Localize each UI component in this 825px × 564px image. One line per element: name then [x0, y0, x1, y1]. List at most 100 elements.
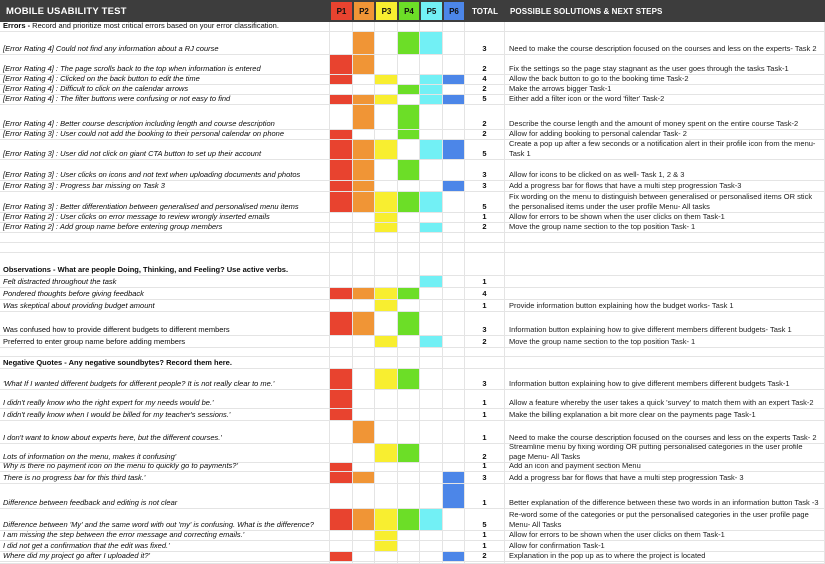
- total-cell[interactable]: 3: [465, 472, 505, 484]
- solution-cell[interactable]: [505, 276, 825, 288]
- score-cell-p1[interactable]: [330, 223, 353, 233]
- score-cell-p6[interactable]: [443, 336, 465, 348]
- score-cell-p6[interactable]: [443, 390, 465, 409]
- solution-cell[interactable]: Add an icon and payment section Menu: [505, 463, 825, 472]
- score-cell-p1[interactable]: [330, 276, 353, 288]
- score-cell-p1[interactable]: [330, 95, 353, 105]
- score-cell-p5[interactable]: [420, 95, 443, 105]
- score-cell-p5[interactable]: [420, 541, 443, 552]
- score-cell-p5[interactable]: [420, 160, 443, 181]
- score-cell-p5[interactable]: [420, 484, 443, 509]
- solution-cell[interactable]: Add a progress bar for flows that have a…: [505, 181, 825, 192]
- row-description-cell[interactable]: Lots of information on the menu, makes i…: [0, 444, 330, 463]
- score-cell-p1[interactable]: [330, 369, 353, 390]
- score-cell-p1[interactable]: [330, 348, 353, 357]
- score-cell-p3[interactable]: [375, 421, 398, 444]
- total-cell[interactable]: 1: [465, 409, 505, 421]
- total-cell[interactable]: 1: [465, 541, 505, 552]
- total-cell[interactable]: 1: [465, 390, 505, 409]
- score-cell-p5[interactable]: [420, 463, 443, 472]
- total-cell[interactable]: 1: [465, 484, 505, 509]
- score-cell-p4[interactable]: [398, 312, 420, 336]
- solution-cell[interactable]: [505, 288, 825, 300]
- score-cell-p4[interactable]: [398, 223, 420, 233]
- score-cell-p1[interactable]: [330, 140, 353, 160]
- row-description-cell[interactable]: Felt distracted throughout the task: [0, 276, 330, 288]
- score-cell-p4[interactable]: [398, 552, 420, 562]
- score-cell-p2[interactable]: [353, 192, 375, 213]
- score-cell-p1[interactable]: [330, 472, 353, 484]
- score-cell-p3[interactable]: [375, 213, 398, 223]
- total-cell[interactable]: [465, 348, 505, 357]
- score-cell-p6[interactable]: [443, 85, 465, 95]
- score-cell-p5[interactable]: [420, 552, 443, 562]
- score-cell-p3[interactable]: [375, 233, 398, 243]
- solution-cell[interactable]: [505, 243, 825, 253]
- participant-header-p3[interactable]: P3: [375, 0, 398, 22]
- score-cell-p5[interactable]: [420, 140, 443, 160]
- solution-cell[interactable]: Re-word some of the categories or put th…: [505, 509, 825, 531]
- solution-cell[interactable]: Allow for errors to be shown when the us…: [505, 213, 825, 223]
- score-cell-p4[interactable]: [398, 541, 420, 552]
- score-cell-p3[interactable]: [375, 276, 398, 288]
- solution-cell[interactable]: Need to make the course description focu…: [505, 421, 825, 444]
- solution-cell[interactable]: Either add a filter icon or the word 'fi…: [505, 95, 825, 105]
- score-cell-p6[interactable]: [443, 130, 465, 140]
- row-description-cell[interactable]: There is no progress bar for this third …: [0, 472, 330, 484]
- score-cell-p3[interactable]: [375, 32, 398, 55]
- score-cell-p3[interactable]: [375, 243, 398, 253]
- score-cell-p3[interactable]: [375, 105, 398, 130]
- score-cell-p4[interactable]: [398, 160, 420, 181]
- total-cell[interactable]: 4: [465, 288, 505, 300]
- score-cell-p5[interactable]: [420, 357, 443, 369]
- score-cell-p2[interactable]: [353, 32, 375, 55]
- solution-cell[interactable]: [505, 253, 825, 276]
- solution-cell[interactable]: Allow for adding booking to personal cal…: [505, 130, 825, 140]
- score-cell-p6[interactable]: [443, 531, 465, 541]
- score-cell-p4[interactable]: [398, 463, 420, 472]
- score-cell-p6[interactable]: [443, 421, 465, 444]
- score-cell-p4[interactable]: [398, 233, 420, 243]
- score-cell-p6[interactable]: [443, 140, 465, 160]
- score-cell-p2[interactable]: [353, 288, 375, 300]
- row-description-cell[interactable]: I am missing the step between the error …: [0, 531, 330, 541]
- score-cell-p5[interactable]: [420, 233, 443, 243]
- score-cell-p5[interactable]: [420, 390, 443, 409]
- score-cell-p2[interactable]: [353, 300, 375, 312]
- score-cell-p6[interactable]: [443, 192, 465, 213]
- score-cell-p4[interactable]: [398, 409, 420, 421]
- score-cell-p1[interactable]: [330, 509, 353, 531]
- row-description-cell[interactable]: [Error Rating 3] : Better differentiatio…: [0, 192, 330, 213]
- solution-cell[interactable]: Allow for confirmation Task-1: [505, 541, 825, 552]
- score-cell-p3[interactable]: [375, 130, 398, 140]
- score-cell-p4[interactable]: [398, 85, 420, 95]
- score-cell-p4[interactable]: [398, 243, 420, 253]
- score-cell-p5[interactable]: [420, 472, 443, 484]
- score-cell-p2[interactable]: [353, 409, 375, 421]
- solution-cell[interactable]: Better explanation of the difference bet…: [505, 484, 825, 509]
- solution-cell[interactable]: Allow for icons to be clicked on as well…: [505, 160, 825, 181]
- score-cell-p4[interactable]: [398, 192, 420, 213]
- score-cell-p1[interactable]: [330, 357, 353, 369]
- solution-cell[interactable]: Create a pop up after a few seconds or a…: [505, 140, 825, 160]
- score-cell-p2[interactable]: [353, 130, 375, 140]
- score-cell-p3[interactable]: [375, 192, 398, 213]
- score-cell-p5[interactable]: [420, 276, 443, 288]
- score-cell-p3[interactable]: [375, 22, 398, 32]
- score-cell-p5[interactable]: [420, 213, 443, 223]
- score-cell-p2[interactable]: [353, 233, 375, 243]
- score-cell-p1[interactable]: [330, 105, 353, 130]
- score-cell-p6[interactable]: [443, 348, 465, 357]
- score-cell-p5[interactable]: [420, 288, 443, 300]
- score-cell-p6[interactable]: [443, 181, 465, 192]
- score-cell-p5[interactable]: [420, 531, 443, 541]
- score-cell-p1[interactable]: [330, 444, 353, 463]
- score-cell-p1[interactable]: [330, 541, 353, 552]
- row-description-cell[interactable]: [Error Rating 4] : Clicked on the back b…: [0, 75, 330, 85]
- solution-cell[interactable]: [505, 357, 825, 369]
- solution-cell[interactable]: Move the group name section to the top p…: [505, 223, 825, 233]
- solution-cell[interactable]: Move the group name section to the top p…: [505, 336, 825, 348]
- score-cell-p2[interactable]: [353, 181, 375, 192]
- score-cell-p3[interactable]: [375, 444, 398, 463]
- row-description-cell[interactable]: 'What If I wanted different budgets for …: [0, 369, 330, 390]
